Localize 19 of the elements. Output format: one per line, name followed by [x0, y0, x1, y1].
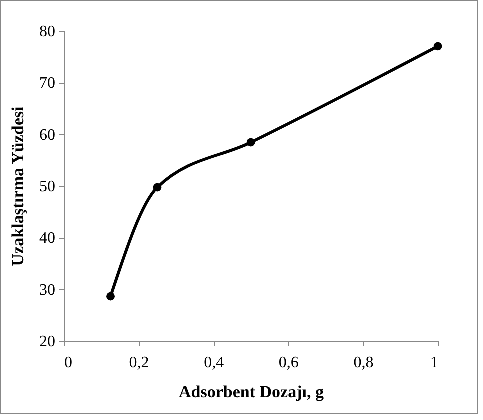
- x-tick-label: 0,6: [278, 354, 299, 372]
- y-tick-label: 50: [40, 178, 56, 196]
- x-tick-label: 0,4: [204, 354, 224, 372]
- x-axis-title: Adsorbent Dozajı, g: [179, 382, 324, 402]
- x-tick-label: 1: [430, 354, 438, 372]
- point: [246, 138, 256, 147]
- y-tick-label: 80: [40, 24, 56, 40]
- y-tick-label: 20: [40, 334, 56, 350]
- point: [106, 292, 115, 301]
- y-tick-label: 30: [40, 282, 56, 299]
- y-tick-label: 70: [40, 75, 56, 92]
- y-tick-label: 60: [40, 126, 56, 144]
- point: [153, 183, 162, 192]
- y-axis-title: Uzaklaştırma Yüzdesi: [8, 106, 28, 266]
- y-tick-label: 40: [40, 230, 56, 248]
- x-tick-label: 0,2: [129, 354, 150, 372]
- x-tick-label: 0,8: [354, 354, 374, 372]
- x-tick-label: 0: [64, 354, 72, 372]
- point: [434, 42, 442, 51]
